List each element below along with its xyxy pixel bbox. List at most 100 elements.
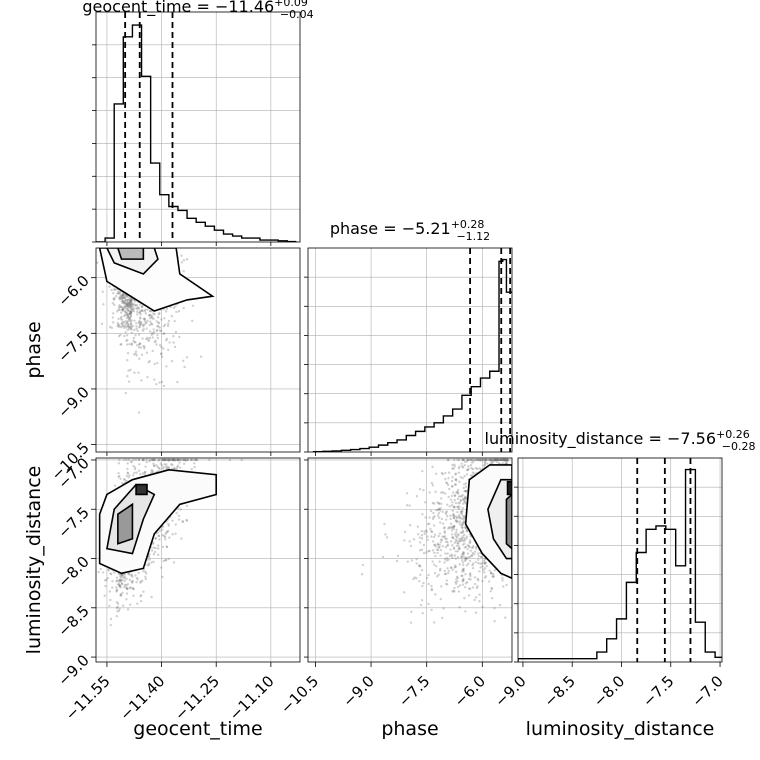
sample-point — [145, 460, 148, 464]
sample-point — [429, 509, 433, 513]
sample-point — [462, 552, 465, 555]
sample-point — [461, 574, 464, 578]
sample-point — [446, 483, 450, 487]
sample-point — [466, 458, 469, 462]
sample-point — [126, 304, 129, 308]
sample-point — [137, 343, 141, 346]
sample-point — [145, 337, 148, 341]
sample-point — [128, 304, 131, 308]
sample-point — [491, 460, 495, 464]
panel-border — [517, 457, 723, 663]
sample-point — [172, 458, 176, 462]
sample-point — [150, 322, 153, 325]
sample-point — [455, 539, 458, 543]
sample-point — [128, 586, 132, 590]
sample-point — [504, 458, 507, 462]
sample-point — [148, 323, 152, 327]
sample-point — [126, 320, 129, 324]
sample-point — [483, 458, 487, 462]
sample-point — [147, 339, 150, 343]
sample-point — [405, 504, 409, 507]
sample-point — [449, 566, 453, 569]
sample-point — [162, 534, 166, 538]
sample-point — [160, 566, 163, 569]
sample-point — [128, 380, 131, 383]
sample-point — [484, 575, 488, 578]
sample-point — [178, 461, 181, 464]
sample-point — [436, 514, 440, 517]
sample-point — [123, 585, 126, 589]
sample-point — [166, 529, 170, 533]
sample-point — [463, 500, 466, 503]
sample-point — [420, 533, 424, 537]
sample-point — [440, 497, 443, 500]
sample-point — [151, 316, 154, 320]
sample-point — [163, 317, 166, 320]
sample-point — [462, 466, 465, 469]
sample-point — [129, 310, 132, 313]
sample-point — [453, 533, 457, 536]
sample-point — [162, 458, 165, 462]
sample-point — [150, 314, 153, 318]
sample-point — [123, 478, 126, 482]
sample-point — [126, 298, 129, 302]
sample-point — [96, 261, 99, 264]
sample-point — [160, 318, 163, 321]
sample-point — [138, 323, 142, 326]
sample-point — [126, 587, 129, 590]
sample-point — [473, 472, 476, 475]
sample-point — [166, 458, 170, 462]
sample-point — [144, 570, 147, 573]
sample-point — [460, 526, 464, 529]
sample-point — [151, 469, 154, 473]
sample-point — [461, 523, 464, 526]
sample-point — [115, 615, 119, 618]
sample-point — [122, 293, 125, 296]
sample-point — [121, 299, 125, 303]
sample-point — [453, 494, 456, 497]
sample-point — [457, 590, 461, 593]
sample-point — [126, 338, 129, 342]
sample-point — [127, 319, 130, 322]
sample-point — [461, 515, 465, 518]
sample-point — [424, 501, 427, 504]
sample-point — [421, 611, 424, 615]
sample-point — [193, 458, 196, 462]
sample-point — [453, 506, 456, 509]
sample-point — [115, 576, 119, 579]
sample-point — [437, 507, 441, 510]
sample-point — [460, 537, 463, 540]
sample-point — [467, 587, 471, 590]
sample-point — [118, 324, 121, 327]
sample-point — [173, 319, 176, 323]
sample-point — [141, 329, 145, 332]
sample-point — [141, 579, 144, 583]
sample-point — [125, 303, 129, 307]
sample-point — [453, 499, 456, 502]
sample-point — [143, 317, 146, 321]
sample-point — [445, 481, 448, 484]
sample-point — [171, 458, 175, 462]
sample-point — [459, 517, 462, 520]
sample-point — [472, 544, 475, 548]
sample-point — [140, 305, 144, 308]
sample-point — [167, 458, 171, 462]
sample-point — [419, 565, 422, 568]
sample-point — [152, 546, 155, 549]
sample-point — [138, 317, 142, 320]
sample-point — [160, 380, 164, 384]
sample-point — [117, 462, 121, 465]
sample-point — [494, 458, 498, 462]
sample-point — [494, 458, 497, 462]
sample-point — [156, 459, 160, 462]
sample-point — [445, 556, 448, 560]
sample-point — [456, 458, 459, 462]
sample-point — [131, 307, 134, 311]
sample-point — [181, 520, 184, 524]
sample-point — [496, 458, 499, 462]
sample-point — [490, 461, 493, 465]
sample-point — [455, 582, 458, 585]
histogram-phase — [304, 247, 513, 453]
sample-point — [140, 321, 143, 324]
sample-point — [123, 579, 127, 583]
